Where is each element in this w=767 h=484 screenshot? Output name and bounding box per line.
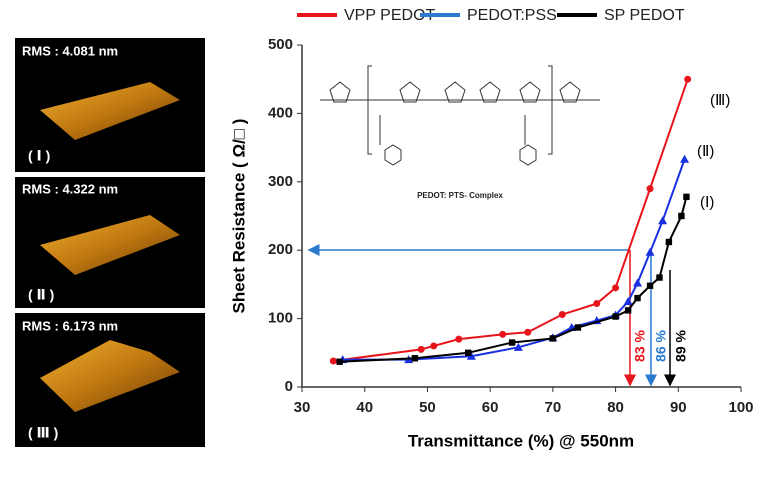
afm-surface [40, 340, 180, 412]
afm-panels: RMS : 4.081 nm ( Ⅰ ) RMS : 4.322 nm ( Ⅱ … [15, 38, 205, 447]
point [593, 300, 601, 308]
point [623, 297, 633, 305]
point [612, 284, 620, 292]
x-tick-label: 60 [482, 399, 499, 416]
point [524, 328, 532, 336]
point [680, 154, 690, 163]
series-line [333, 78, 689, 362]
y-tick-label: 100 [268, 310, 293, 327]
point [508, 339, 516, 346]
point [499, 330, 507, 338]
point [634, 294, 641, 302]
y-tick-label: 400 [268, 104, 293, 121]
y-tick-label: 0 [285, 378, 293, 395]
point [658, 216, 668, 225]
afm-surface [40, 82, 180, 140]
point [646, 282, 654, 289]
point [678, 212, 685, 220]
annotation: (Ⅲ) [710, 92, 730, 109]
annotation: (Ⅱ) [697, 143, 714, 160]
x-axis-label: Transmittance (%) @ 550nm [408, 431, 634, 450]
x-tick-label: 30 [294, 399, 311, 416]
point [612, 313, 619, 320]
point [624, 307, 632, 314]
point [645, 247, 655, 256]
point [574, 324, 582, 331]
annotation: 89 % [673, 329, 689, 361]
legend-label: SP PEDOT [604, 7, 685, 24]
x-tick-label: 70 [545, 399, 562, 416]
point [665, 238, 673, 246]
rms-label: RMS : 4.081 nm [22, 43, 118, 58]
point [336, 358, 343, 365]
point [455, 335, 463, 343]
point [683, 193, 690, 201]
point [513, 342, 523, 351]
y-axis-label: Sheet Resistance ( Ω/□ ) [229, 119, 248, 314]
chemical-structure [320, 65, 600, 166]
rms-label: RMS : 4.322 nm [22, 181, 118, 196]
point [430, 342, 438, 350]
panel-label: ( Ⅲ ) [28, 425, 58, 441]
y-tick-label: 500 [268, 36, 293, 53]
point [646, 185, 654, 193]
x-tick-label: 90 [670, 399, 687, 416]
point [329, 357, 337, 365]
point [411, 355, 419, 362]
point [684, 75, 692, 83]
annotation: (Ⅰ) [700, 194, 714, 211]
rms-label: RMS : 6.173 nm [22, 318, 118, 333]
panel-label: ( Ⅱ ) [28, 287, 54, 303]
point [417, 345, 425, 353]
series-line [342, 158, 686, 361]
point [558, 310, 566, 318]
afm-surface [40, 215, 180, 275]
panel-label: ( Ⅰ ) [28, 148, 50, 164]
y-tick-label: 300 [268, 173, 293, 190]
x-tick-label: 80 [607, 399, 624, 416]
series-line [339, 196, 688, 363]
legend-label: PEDOT:PSS [467, 7, 557, 24]
y-tick-label: 200 [268, 241, 293, 258]
annotation: 86 % [653, 329, 669, 361]
x-tick-label: 40 [356, 399, 373, 416]
x-tick-label: 100 [728, 399, 753, 416]
inset-caption: PEDOT: PTS- Complex [417, 191, 503, 200]
legend-label: VPP PEDOT [344, 7, 436, 24]
point [464, 349, 472, 356]
point [633, 278, 643, 287]
x-tick-label: 50 [419, 399, 436, 416]
point [656, 274, 663, 281]
arrows [307, 244, 676, 387]
point [549, 335, 557, 342]
annotation: 83 % [632, 329, 648, 361]
